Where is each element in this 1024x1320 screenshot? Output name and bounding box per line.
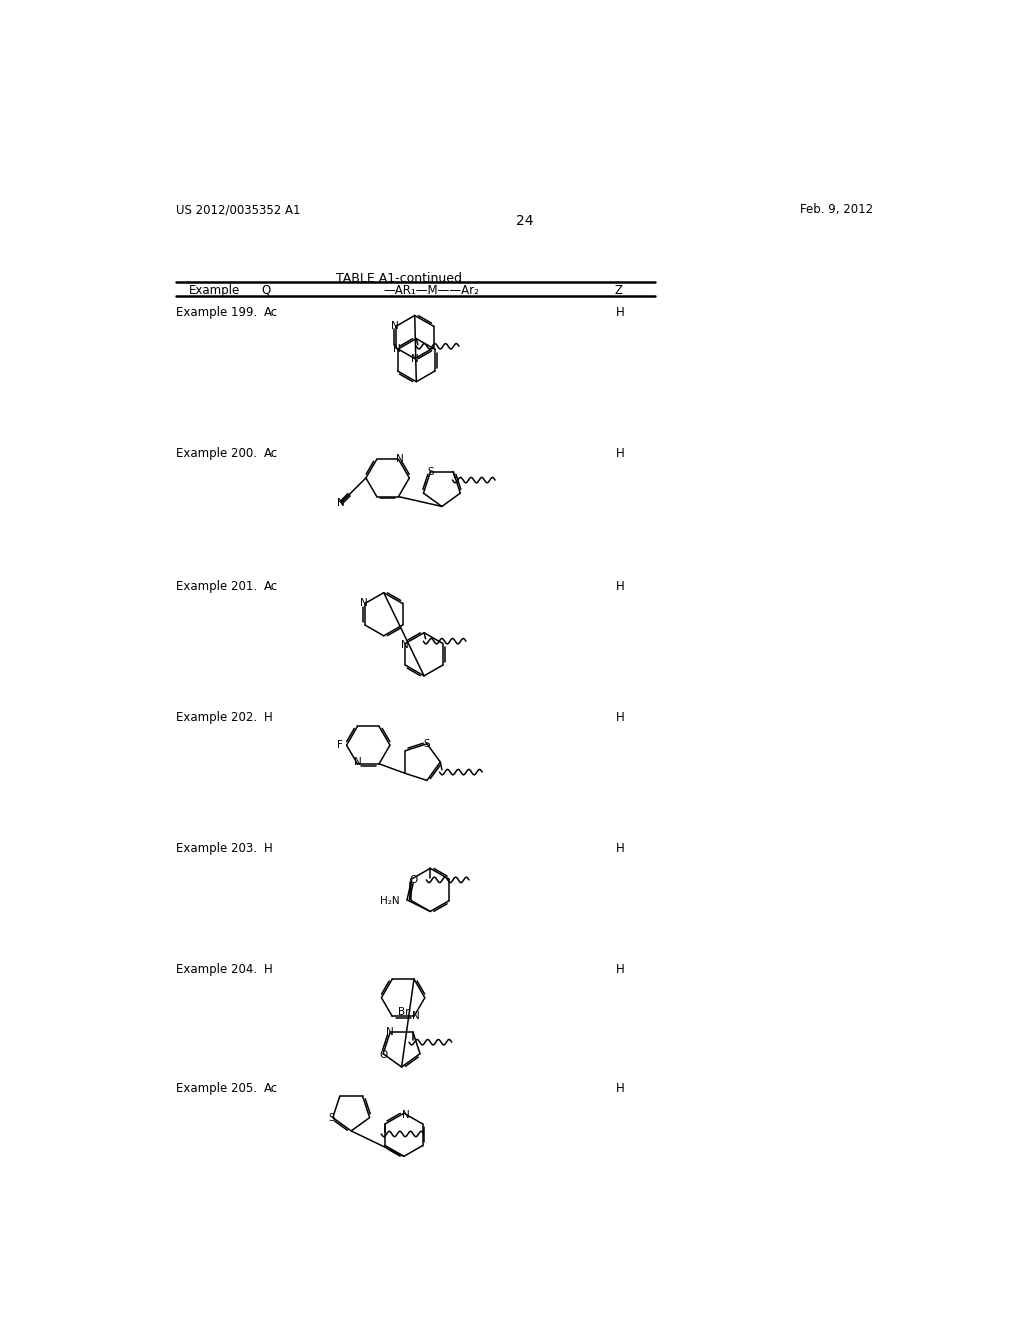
Text: N: N [359, 598, 368, 609]
Text: Example: Example [188, 284, 240, 297]
Text: Example 200.: Example 200. [176, 447, 257, 461]
Text: S: S [328, 1113, 335, 1122]
Text: O: O [410, 875, 418, 884]
Text: Example 205.: Example 205. [176, 1082, 257, 1096]
Text: Ac: Ac [263, 447, 278, 461]
Text: S: S [427, 466, 434, 477]
Text: N: N [413, 1011, 420, 1022]
Text: H: H [616, 1082, 625, 1096]
Text: Ac: Ac [263, 306, 278, 319]
Text: N: N [396, 454, 403, 465]
Text: H: H [616, 447, 625, 461]
Text: Ac: Ac [263, 1082, 278, 1096]
Text: —AR₁—M——Ar₂: —AR₁—M——Ar₂ [384, 284, 479, 297]
Text: Example 203.: Example 203. [176, 842, 257, 855]
Text: H: H [263, 711, 272, 725]
Text: H: H [616, 306, 625, 319]
Text: 24: 24 [516, 214, 534, 228]
Text: Q: Q [261, 284, 270, 297]
Text: N: N [337, 499, 345, 508]
Text: Example 202.: Example 202. [176, 711, 257, 725]
Text: H: H [616, 711, 625, 725]
Text: N: N [386, 1027, 394, 1038]
Text: US 2012/0035352 A1: US 2012/0035352 A1 [176, 203, 301, 216]
Text: H: H [263, 842, 272, 855]
Text: H: H [616, 964, 625, 975]
Text: Br: Br [398, 1007, 410, 1016]
Text: N: N [393, 345, 400, 354]
Text: N: N [411, 354, 419, 363]
Text: Example 204.: Example 204. [176, 964, 257, 975]
Text: Ac: Ac [263, 581, 278, 594]
Text: Example 199.: Example 199. [176, 306, 257, 319]
Text: Z: Z [614, 284, 623, 297]
Text: H: H [616, 581, 625, 594]
Text: H: H [616, 842, 625, 855]
Text: N: N [402, 1110, 410, 1119]
Text: Feb. 9, 2012: Feb. 9, 2012 [801, 203, 873, 216]
Text: O: O [379, 1051, 387, 1060]
Text: H₂N: H₂N [380, 896, 399, 907]
Text: N: N [353, 758, 361, 767]
Text: F: F [338, 741, 343, 750]
Text: N: N [401, 640, 410, 649]
Text: H: H [263, 964, 272, 975]
Text: TABLE A1-continued: TABLE A1-continued [336, 272, 462, 285]
Text: S: S [424, 739, 430, 748]
Text: Example 201.: Example 201. [176, 581, 257, 594]
Text: N: N [390, 321, 398, 331]
